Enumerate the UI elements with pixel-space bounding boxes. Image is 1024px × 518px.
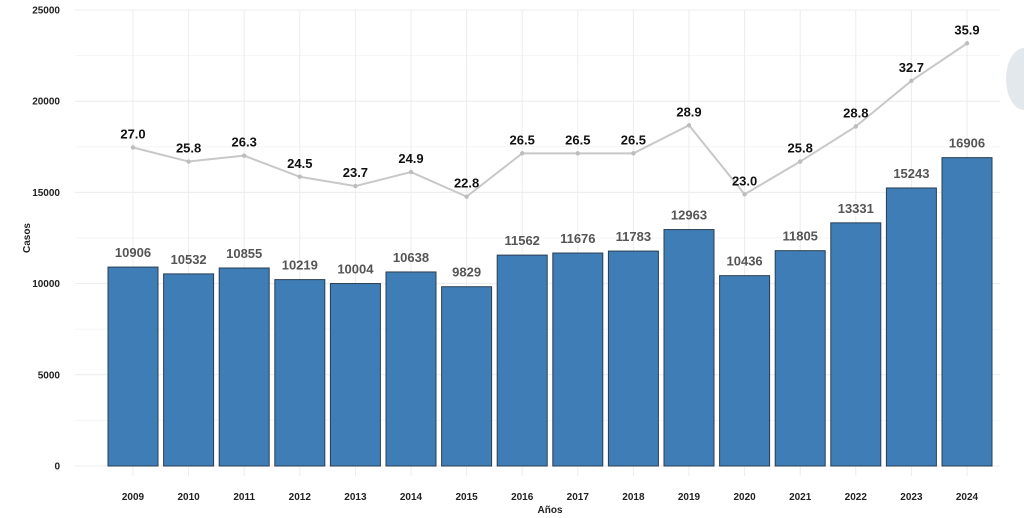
x-tick-label: 2016 [511, 492, 534, 503]
bar [830, 222, 882, 467]
bar [941, 157, 993, 467]
bar [607, 250, 659, 467]
bar [552, 252, 604, 467]
x-tick-label: 2014 [400, 492, 423, 503]
x-tick-label: 2023 [900, 492, 923, 503]
bar [441, 286, 493, 467]
rate-value-label: 22.8 [454, 176, 479, 191]
rate-value-label: 28.9 [676, 104, 701, 119]
rate-point [742, 192, 747, 197]
rate-value-label: 28.8 [843, 105, 868, 120]
rate-line [132, 42, 968, 198]
bar [663, 229, 715, 467]
rate-point [186, 159, 191, 164]
rate-value-label: 24.9 [398, 151, 423, 166]
rate-point [853, 124, 858, 129]
x-tick-label: 2020 [733, 492, 756, 503]
bar-value-label: 11783 [616, 229, 651, 244]
bar-value-label: 10436 [727, 254, 763, 269]
bar-value-label: 10906 [115, 245, 151, 260]
y-tick-label: 5000 [38, 370, 61, 381]
x-tick-label: 2024 [956, 492, 979, 503]
bar-value-label: 12963 [671, 208, 707, 223]
bar-value-label: 9829 [452, 265, 481, 280]
bar [385, 271, 437, 467]
bar [885, 187, 937, 467]
rate-point [297, 174, 302, 179]
x-axis-title: Años [538, 505, 563, 516]
x-tick-label: 2015 [455, 492, 478, 503]
bar [496, 254, 548, 467]
bar-value-label: 10219 [282, 258, 318, 273]
rate-value-label: 26.5 [565, 132, 590, 147]
rate-point [464, 194, 469, 199]
bar [218, 267, 270, 467]
bar-value-label: 10004 [337, 262, 374, 277]
x-tick-label: 2017 [567, 492, 590, 503]
bar-value-label: 11562 [504, 233, 539, 248]
rate-value-label: 23.0 [732, 173, 757, 188]
rate-value-label: 23.7 [343, 165, 368, 180]
y-tick-label: 20000 [32, 97, 60, 108]
rate-point [130, 145, 136, 150]
x-tick-label: 2018 [622, 492, 645, 503]
rate-point [520, 151, 525, 156]
bar-value-label: 11805 [782, 229, 817, 244]
bar-value-label: 16906 [949, 136, 985, 151]
x-tick-label: 2010 [177, 492, 200, 503]
bar-value-label: 15243 [893, 166, 929, 181]
rate-value-label: 26.3 [232, 135, 257, 150]
rate-point [631, 151, 636, 156]
rate-value-label: 25.8 [176, 141, 201, 156]
x-tick-label: 2013 [344, 492, 367, 503]
rate-value-label: 26.5 [621, 132, 646, 147]
rate-value-label: 25.8 [788, 141, 813, 156]
y-axis-title: Casos [22, 223, 33, 253]
x-tick-label: 2021 [789, 492, 812, 503]
bar [719, 275, 771, 467]
bar-value-label: 10532 [171, 252, 207, 267]
bar [163, 273, 215, 467]
x-tick-label: 2009 [122, 492, 145, 503]
y-tick-label: 10000 [32, 279, 60, 290]
bar-value-label: 10638 [393, 250, 429, 265]
rate-point [909, 78, 914, 84]
rate-value-label: 27.0 [120, 127, 145, 142]
x-tick-label: 2019 [678, 492, 701, 503]
y-tick-label: 0 [54, 462, 60, 473]
rate-point [353, 183, 358, 189]
rate-point [798, 159, 803, 164]
x-tick-label: 2022 [845, 492, 868, 503]
rate-point [575, 151, 580, 156]
rate-value-label: 26.5 [510, 132, 535, 147]
bar [107, 266, 159, 467]
x-tick-label: 2012 [289, 492, 312, 503]
y-tick-label: 25000 [32, 6, 60, 17]
bar [329, 283, 381, 467]
y-tick-label: 15000 [32, 188, 60, 199]
bar [274, 279, 326, 467]
rate-point [686, 123, 692, 128]
rate-value-label: 32.7 [899, 60, 924, 75]
x-tick-label: 2011 [233, 492, 255, 503]
rate-point [964, 41, 970, 46]
rate-point [408, 169, 414, 175]
bar [774, 250, 826, 467]
bar-value-label: 10855 [226, 246, 262, 261]
rate-point [242, 153, 247, 158]
side-decoration [1006, 48, 1024, 110]
rate-value-label: 24.5 [287, 156, 312, 171]
bar-value-label: 13331 [838, 201, 874, 216]
bar-value-label: 11676 [560, 231, 595, 246]
rate-value-label: 35.9 [954, 22, 979, 37]
